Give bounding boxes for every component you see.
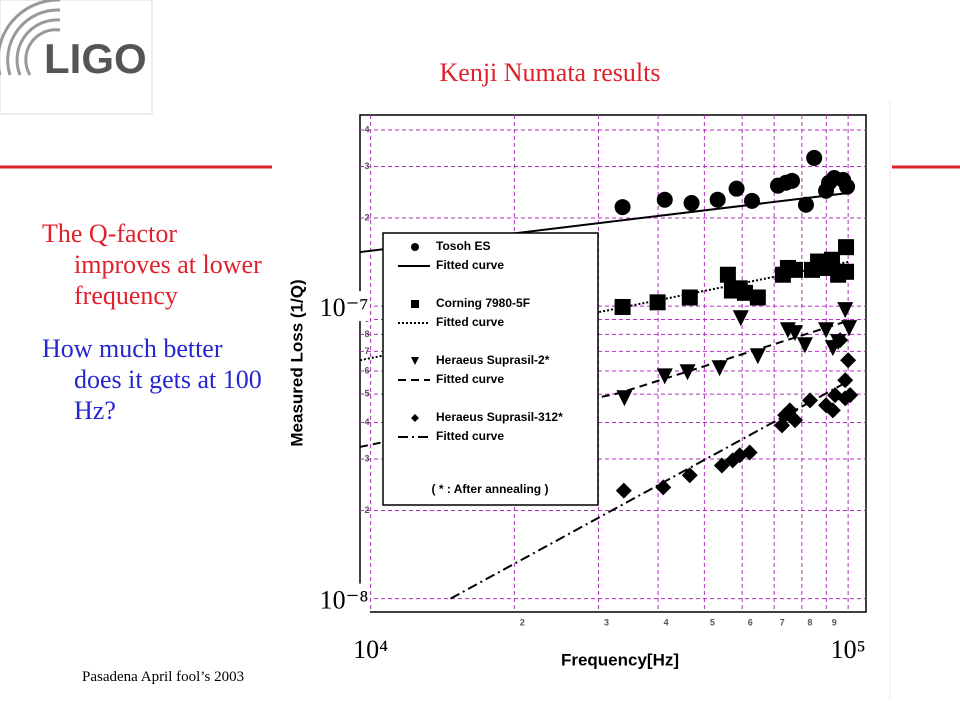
point bbox=[824, 402, 841, 419]
point bbox=[832, 332, 849, 349]
point bbox=[656, 191, 673, 208]
legend-label: Heraeus Suprasil-2* bbox=[436, 353, 550, 367]
point bbox=[743, 192, 760, 209]
x-tick-label: 2 bbox=[520, 617, 525, 627]
y-tick-label: 5 bbox=[364, 389, 369, 399]
logo-text: LIGO bbox=[44, 35, 147, 82]
y-tick-label: 2 bbox=[364, 505, 369, 515]
slide-title: Kenji Numata results bbox=[439, 58, 661, 87]
legend-label: Fitted curve bbox=[436, 258, 504, 272]
point bbox=[713, 457, 730, 474]
legend-label: Fitted curve bbox=[436, 372, 504, 386]
slide-body: The Q-factor improves at lower frequency… bbox=[42, 218, 270, 448]
point bbox=[736, 284, 753, 301]
point bbox=[841, 320, 858, 337]
point bbox=[655, 479, 672, 496]
x-tick-label: 7 bbox=[780, 617, 785, 627]
point bbox=[709, 191, 726, 208]
point bbox=[741, 444, 758, 461]
x-tick-label: 10⁴ bbox=[353, 635, 388, 664]
point bbox=[411, 357, 419, 365]
y-tick-label: 7 bbox=[364, 346, 369, 356]
point bbox=[728, 180, 745, 197]
y-tick-label: 4 bbox=[364, 417, 369, 427]
point bbox=[411, 243, 419, 251]
legend-label: Corning 7980-5F bbox=[436, 296, 530, 310]
legend: Tosoh ES Fitted curve Corning 7980-5F Fitte… bbox=[382, 232, 599, 506]
x-axis-label: Frequency[Hz] bbox=[561, 650, 679, 669]
tick-label-bg bbox=[318, 583, 370, 614]
point bbox=[681, 289, 698, 306]
y-tick-label: 2 bbox=[364, 212, 369, 222]
point bbox=[616, 390, 633, 407]
point bbox=[614, 298, 631, 315]
x-tick-label: 8 bbox=[807, 617, 812, 627]
legend-label: Tosoh ES bbox=[436, 239, 490, 253]
x-tick-label: 6 bbox=[748, 617, 753, 627]
legend-label: Heraeus Suprasil-312* bbox=[436, 410, 563, 424]
point bbox=[796, 337, 813, 354]
x-tick-label: 3 bbox=[604, 617, 609, 627]
x-tick-label: 9 bbox=[832, 617, 837, 627]
tick-label-bg bbox=[318, 291, 370, 322]
fit-line bbox=[450, 379, 851, 600]
point bbox=[839, 178, 856, 195]
legend-label: Fitted curve bbox=[436, 315, 504, 329]
point bbox=[838, 239, 855, 256]
legend-box bbox=[382, 232, 599, 506]
x-tick-label: 10⁵ bbox=[831, 635, 866, 664]
legend-label: Fitted curve bbox=[436, 429, 504, 443]
point bbox=[732, 310, 749, 327]
point bbox=[842, 387, 859, 404]
x-tick-label: 5 bbox=[710, 617, 715, 627]
legend-note: ( * : After annealing ) bbox=[432, 482, 549, 496]
y-tick-label: 6 bbox=[364, 365, 369, 375]
point bbox=[679, 364, 696, 381]
point bbox=[806, 149, 823, 166]
fit-line bbox=[359, 319, 851, 448]
x-tick-label: 4 bbox=[664, 617, 669, 627]
point bbox=[838, 263, 855, 280]
y-tick-label: 3 bbox=[364, 161, 369, 171]
point bbox=[683, 195, 700, 212]
y-tick-label: 3 bbox=[364, 453, 369, 463]
footer: Pasadena April fool’s 2003 bbox=[82, 669, 245, 685]
y-tick-label: 10⁻⁸ bbox=[320, 586, 369, 615]
point bbox=[749, 348, 766, 365]
point bbox=[749, 289, 766, 306]
point bbox=[787, 325, 804, 342]
point bbox=[411, 414, 419, 422]
point bbox=[787, 412, 804, 429]
logo-arcs bbox=[0, 0, 61, 76]
point bbox=[837, 302, 854, 319]
body-text: The Q-factor improves at lower frequency bbox=[42, 219, 262, 310]
point bbox=[840, 352, 857, 369]
point bbox=[719, 266, 736, 283]
y-tick-label: 8 bbox=[364, 329, 369, 339]
point bbox=[656, 368, 673, 385]
y-tick-label: 4 bbox=[364, 124, 369, 134]
point bbox=[797, 196, 814, 213]
point bbox=[787, 261, 804, 278]
point bbox=[784, 172, 801, 189]
body-text: How much better does it gets at 100 Hz? bbox=[42, 334, 262, 425]
point bbox=[614, 199, 631, 216]
y-axis-label: Measured Loss (1/Q) bbox=[287, 279, 306, 446]
fit-line bbox=[359, 260, 851, 362]
point bbox=[615, 482, 632, 499]
point bbox=[649, 294, 666, 311]
point bbox=[681, 467, 698, 484]
point bbox=[411, 300, 419, 308]
y-tick-label: 10⁻⁷ bbox=[320, 293, 369, 322]
point bbox=[711, 360, 728, 377]
